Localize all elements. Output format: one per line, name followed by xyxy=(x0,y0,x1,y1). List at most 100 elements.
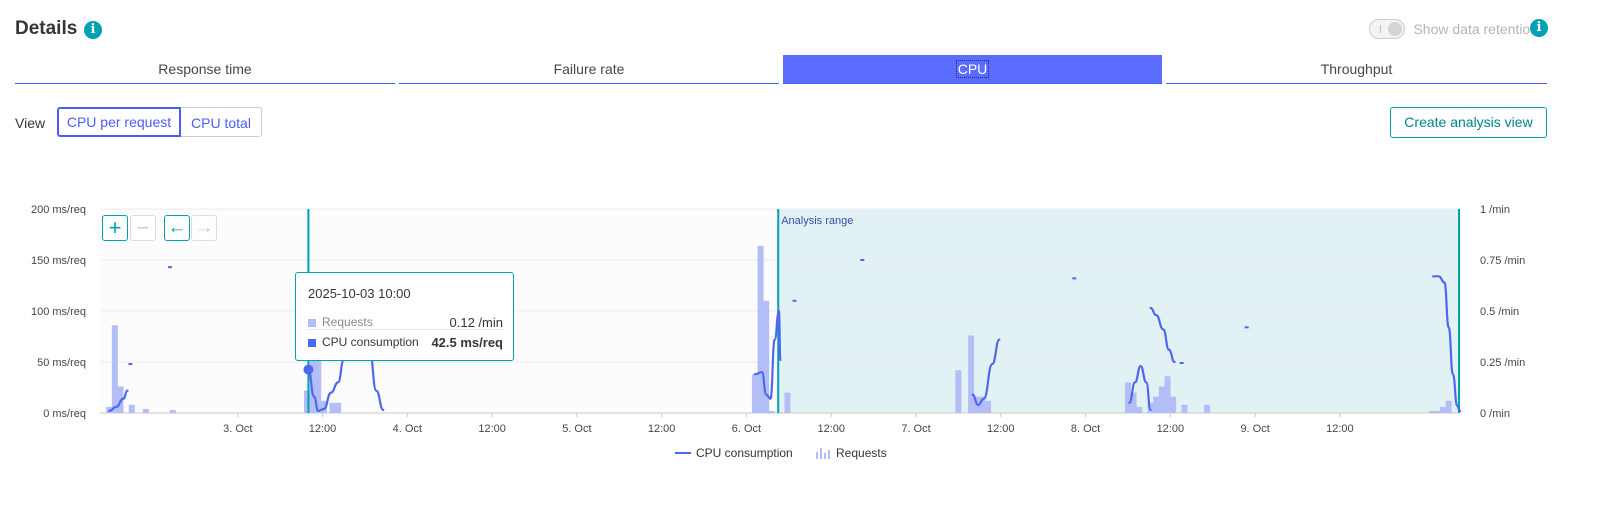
tab-label: Response time xyxy=(158,61,252,77)
tooltip-label: Requests xyxy=(322,315,373,329)
legend-requests[interactable]: Requests xyxy=(816,446,887,460)
cpu-chart[interactable]: Analysis range 200 ms/req 150 ms/req 100 ms… xyxy=(0,190,1608,440)
requests-bar xyxy=(1153,396,1160,413)
x-tick-label: 12:00 xyxy=(648,423,676,435)
x-tick-label: 12:00 xyxy=(1326,423,1354,435)
cpu-per-request-button[interactable]: CPU per request xyxy=(57,107,181,137)
tab-cpu[interactable]: CPU xyxy=(783,55,1162,84)
y-left-tick-label: 200 ms/req xyxy=(31,204,86,216)
y-left-tick-label: 100 ms/req xyxy=(31,306,86,318)
requests-bar xyxy=(315,359,322,413)
requests-bar xyxy=(757,245,764,413)
requests-bar xyxy=(1164,376,1171,413)
y-left-tick-label: 0 ms/req xyxy=(43,408,86,420)
x-tick-label: 5. Oct xyxy=(562,423,591,435)
requests-bar xyxy=(985,400,992,413)
requests-bar xyxy=(968,335,975,413)
tab-failure-rate[interactable]: Failure rate xyxy=(399,55,779,84)
pan-back-button[interactable]: ← xyxy=(164,215,190,241)
bar-legend-icon xyxy=(816,448,830,459)
tab-response-time[interactable]: Response time xyxy=(15,55,395,84)
zoom-out-button[interactable]: − xyxy=(130,215,156,241)
data-retention-toggle[interactable] xyxy=(1369,19,1406,39)
x-tick-label: 12:00 xyxy=(478,423,506,435)
requests-bar xyxy=(763,300,770,413)
requests-swatch xyxy=(308,318,316,327)
info-icon[interactable]: i xyxy=(1530,19,1548,37)
info-icon[interactable]: i xyxy=(84,21,102,39)
x-tick-label: 4. Oct xyxy=(393,423,422,435)
y-right-tick-label: 1 /min xyxy=(1480,204,1510,216)
cpu-line-segment xyxy=(971,338,1001,406)
tooltip-date: 2025-10-03 10:00 xyxy=(308,286,411,301)
line-legend-icon xyxy=(675,452,691,454)
tooltip-row-requests: Requests 0.12 /min xyxy=(308,315,503,330)
tooltip-label: CPU consumption xyxy=(322,335,419,349)
x-tick-label: 9. Oct xyxy=(1240,423,1269,435)
requests-bar xyxy=(142,408,149,413)
y-right-tick-label: 0.5 /min xyxy=(1480,306,1519,318)
requests-bar xyxy=(979,396,986,413)
requests-bar xyxy=(751,374,758,413)
requests-bar xyxy=(1434,410,1441,413)
requests-bar xyxy=(768,410,775,413)
x-tick-label: 6. Oct xyxy=(732,423,761,435)
data-retention-label: Show data retention xyxy=(1413,21,1538,37)
legend-label: Requests xyxy=(836,446,887,460)
tooltip-value: 0.12 /min xyxy=(449,315,503,330)
requests-bar xyxy=(784,392,791,413)
requests-bar xyxy=(1130,392,1137,413)
y-left-tick-label: 50 ms/req xyxy=(37,357,86,369)
chart-tooltip: 2025-10-03 10:00 Requests 0.12 /min CPU … xyxy=(295,272,514,361)
tab-throughput[interactable]: Throughput xyxy=(1166,55,1547,84)
requests-bar xyxy=(1124,382,1131,413)
requests-bar xyxy=(1170,396,1177,413)
requests-bar xyxy=(169,409,176,413)
x-tick-label: 12:00 xyxy=(817,423,845,435)
plus-icon: + xyxy=(108,215,122,240)
pan-forward-button[interactable]: → xyxy=(191,215,217,241)
cpu-total-button[interactable]: CPU total xyxy=(181,107,262,137)
minus-icon: − xyxy=(136,215,150,240)
requests-bar xyxy=(955,370,962,413)
metric-tabs: Response time Failure rate CPU Throughpu… xyxy=(15,55,1547,84)
details-title: Details xyxy=(15,18,78,39)
cpu-line-segment xyxy=(108,389,129,413)
cursor-point xyxy=(303,364,314,375)
create-analysis-view-button[interactable]: Create analysis view xyxy=(1390,107,1547,138)
requests-bar xyxy=(304,390,311,413)
requests-bar xyxy=(1147,402,1154,413)
analysis-range-label: Analysis range xyxy=(781,215,853,227)
requests-bar xyxy=(329,402,336,413)
arrow-left-icon: ← xyxy=(167,217,187,238)
requests-bar xyxy=(1428,410,1435,413)
requests-bar xyxy=(111,325,118,413)
legend-label: CPU consumption xyxy=(696,446,793,460)
y-left-tick-label: 150 ms/req xyxy=(31,255,86,267)
x-tick-label: 12:00 xyxy=(309,423,337,435)
tab-label: Failure rate xyxy=(553,61,625,77)
y-right-tick-label: 0.25 /min xyxy=(1480,357,1525,369)
tooltip-row-cpu: CPU consumption 42.5 ms/req xyxy=(308,335,503,350)
x-tick-label: 3. Oct xyxy=(223,423,252,435)
x-tick-label: 12:00 xyxy=(1157,423,1185,435)
tooltip-value: 42.5 ms/req xyxy=(431,335,503,350)
x-tick-label: 7. Oct xyxy=(901,423,930,435)
data-retention-toggle-group: Show data retention xyxy=(1369,19,1538,39)
legend-cpu[interactable]: CPU consumption xyxy=(675,446,793,460)
cpu-line-segment xyxy=(753,309,782,400)
tab-label: Throughput xyxy=(1320,61,1393,77)
tab-label: CPU xyxy=(955,60,990,78)
requests-bar xyxy=(320,400,327,413)
cpu-line-segment xyxy=(1149,306,1176,364)
requests-bar xyxy=(1181,404,1188,413)
arrow-right-icon: → xyxy=(194,217,214,238)
zoom-in-button[interactable]: + xyxy=(102,215,128,241)
cpu-swatch xyxy=(308,338,316,347)
y-right-tick-label: 0 /min xyxy=(1480,408,1510,420)
view-label: View xyxy=(15,115,46,131)
y-right-tick-label: 0.75 /min xyxy=(1480,255,1525,267)
requests-bar xyxy=(1158,386,1165,413)
x-tick-label: 8. Oct xyxy=(1071,423,1100,435)
requests-bar xyxy=(1136,406,1143,413)
